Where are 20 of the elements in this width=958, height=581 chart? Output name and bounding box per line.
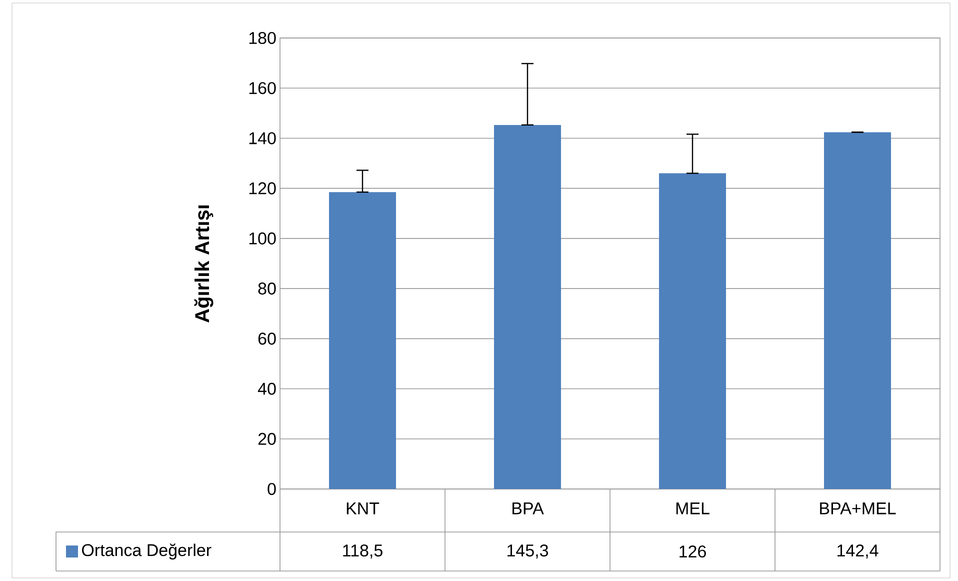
x-tick-label: BPA (512, 502, 544, 514)
y-tick-label: 180 (249, 32, 276, 44)
y-tick-label: 40 (258, 382, 276, 395)
y-tick-label: 100 (249, 232, 276, 244)
data-label: 142,4 (838, 544, 878, 559)
y-tick-label: 0 (268, 482, 276, 496)
x-tick-label: BPA+MEL (820, 502, 896, 514)
y-tick-label: 120 (249, 182, 276, 194)
y-tick-label: 160 (249, 82, 276, 94)
y-tick-label: 140 (249, 132, 276, 144)
data-label: 126 (680, 545, 706, 558)
x-tick-label: KNT (346, 502, 380, 514)
y-tick-label: 20 (258, 432, 276, 445)
data-label: 118,5 (343, 544, 382, 559)
y-tick-label: 80 (258, 282, 276, 295)
y-tick-label: 60 (258, 332, 276, 345)
legend-label: Ortanca Değerler (82, 543, 212, 560)
data-label: 145,3 (508, 544, 548, 559)
x-tick-label: MEL (676, 502, 710, 514)
y-axis-title: Ağırlık Artışı (194, 205, 214, 322)
